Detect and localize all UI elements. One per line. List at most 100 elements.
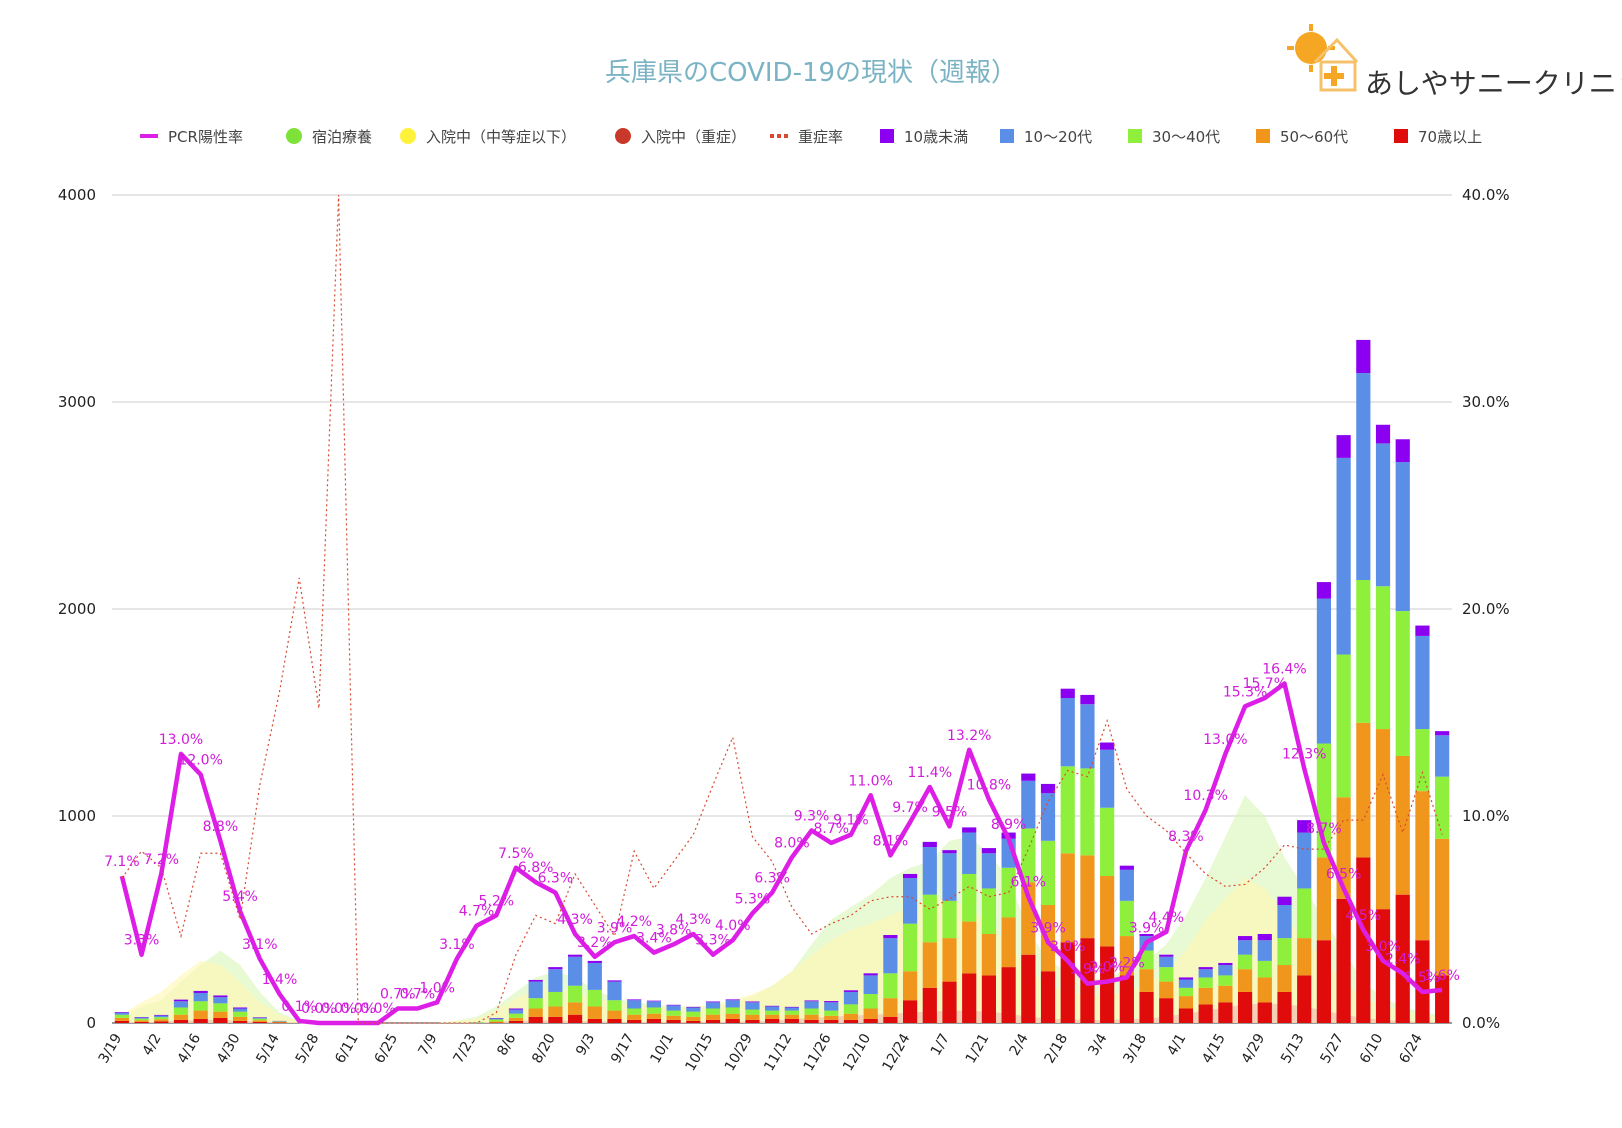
bar-segment (587, 1018, 602, 1023)
bar-segment (1316, 940, 1332, 1023)
pcr-data-label: 11.0% (848, 773, 892, 789)
bar-segment (1119, 869, 1134, 901)
bar-segment (567, 1014, 583, 1023)
x-tick-label: 8/20 (529, 1031, 559, 1066)
bar-segment (528, 1016, 543, 1023)
pcr-data-label: 12.0% (178, 753, 222, 769)
bar-segment (548, 969, 563, 992)
x-tick-label: 1/21 (963, 1031, 993, 1066)
x-tick-label: 7/9 (415, 1031, 440, 1059)
bar-segment (1237, 991, 1253, 1023)
pcr-data-label: 6.3% (538, 871, 574, 887)
bar-segment (508, 1009, 524, 1014)
pcr-data-label: 12.3% (1282, 746, 1326, 762)
x-tick-label: 9/3 (573, 1031, 598, 1059)
bar-segment (528, 998, 543, 1009)
bar-segment (962, 832, 977, 874)
bar-segment (1040, 783, 1056, 794)
bar-segment (962, 873, 977, 922)
y-left-tick-label: 1000 (58, 807, 96, 825)
legend-item: 50〜60代 (1256, 124, 1348, 148)
bar-segment (1159, 998, 1174, 1023)
pcr-data-label: 11.4% (908, 765, 952, 781)
y-left-tick-label: 2000 (58, 600, 96, 618)
bar-segment (1100, 749, 1115, 808)
bar-segment (1257, 1002, 1272, 1023)
legend-label: 入院中（中等症以下） (426, 127, 577, 146)
legend-label: 入院中（重症） (641, 127, 747, 146)
bar-segment (843, 990, 859, 992)
pcr-data-label: 4.4% (1148, 910, 1184, 926)
bar-segment (548, 1016, 563, 1023)
bar-segment (232, 1016, 248, 1021)
pcr-data-label: 5.2% (478, 893, 514, 909)
bar-segment (942, 850, 957, 854)
x-tick-label: 5/13 (1278, 1031, 1308, 1066)
x-tick-label: 3/18 (1120, 1031, 1150, 1066)
bar-segment (1139, 969, 1154, 992)
bar-segment (1021, 954, 1036, 1023)
bar-segment (154, 1015, 169, 1018)
bar-segment (1375, 443, 1391, 587)
bar-segment (1001, 917, 1016, 968)
bar-segment (646, 1018, 662, 1023)
bar-segment (1257, 977, 1272, 1003)
bar-segment (863, 975, 878, 995)
bar-segment (666, 1004, 681, 1006)
bar-segment (528, 981, 543, 999)
bar-segment (1435, 731, 1450, 736)
pcr-data-label: 7.1% (104, 854, 140, 870)
pcr-data-label: 8.1% (873, 833, 909, 849)
pcr-data-label: 0.7% (380, 987, 416, 1003)
bar-segment (1336, 797, 1351, 899)
x-tick-label: 4/1 (1164, 1031, 1189, 1059)
bar-segment (213, 1003, 228, 1012)
pcr-data-label: 3.3% (124, 933, 160, 949)
pcr-data-label: 2.0% (1089, 960, 1125, 976)
bar-segment (725, 999, 740, 1001)
x-tick-label: 3/19 (96, 1031, 126, 1066)
pcr-data-label: 4.3% (557, 912, 593, 928)
bar-segment (1100, 946, 1115, 1023)
y-left-tick-label: 0 (86, 1014, 96, 1032)
bar-segment (1237, 936, 1253, 941)
bar-segment (1297, 820, 1312, 833)
legend-label: 50〜60代 (1280, 127, 1349, 146)
bar-segment (1139, 950, 1154, 970)
bar-segment (765, 1006, 780, 1011)
bar-segment (1218, 962, 1233, 966)
legend-label: PCR陽性率 (168, 127, 243, 146)
bar-segment (705, 1002, 721, 1009)
bar-segment (193, 992, 208, 1002)
bar-segment (1119, 975, 1134, 1023)
bar-segment (981, 888, 997, 934)
bar-segment (863, 994, 878, 1009)
clinic-name: あしやサニークリニック (1365, 67, 1622, 100)
bar-segment (824, 1010, 839, 1016)
y-right-tick-label: 20.0% (1462, 600, 1510, 618)
bar-segment (154, 1021, 169, 1023)
bar-segment (1415, 625, 1430, 636)
pcr-data-label: 13.2% (947, 728, 991, 744)
bar-segment (587, 989, 602, 1007)
bar-segment (1139, 933, 1154, 937)
bar-segment (1375, 424, 1391, 444)
bar-segment (705, 1008, 721, 1015)
bar-segment (1218, 975, 1233, 986)
bar-segment (548, 967, 563, 970)
bar-segment (1040, 971, 1056, 1023)
bar-segment (627, 999, 642, 1001)
bar-segment (232, 1008, 248, 1012)
bar-segment (883, 935, 898, 939)
bar-segment (1159, 956, 1174, 968)
pcr-data-label: 3.1% (242, 937, 278, 953)
bar-segment (1356, 339, 1371, 374)
bar-segment (272, 1021, 287, 1023)
x-tick-label: 2/4 (1007, 1031, 1032, 1059)
x-tick-label: 10/15 (682, 1031, 716, 1074)
x-tick-label: 11/26 (801, 1031, 835, 1074)
x-tick-label: 4/2 (140, 1031, 165, 1059)
pcr-data-label: 6.8% (518, 860, 554, 876)
x-tick-label: 11/12 (761, 1031, 795, 1074)
bar-segment (1080, 694, 1095, 705)
